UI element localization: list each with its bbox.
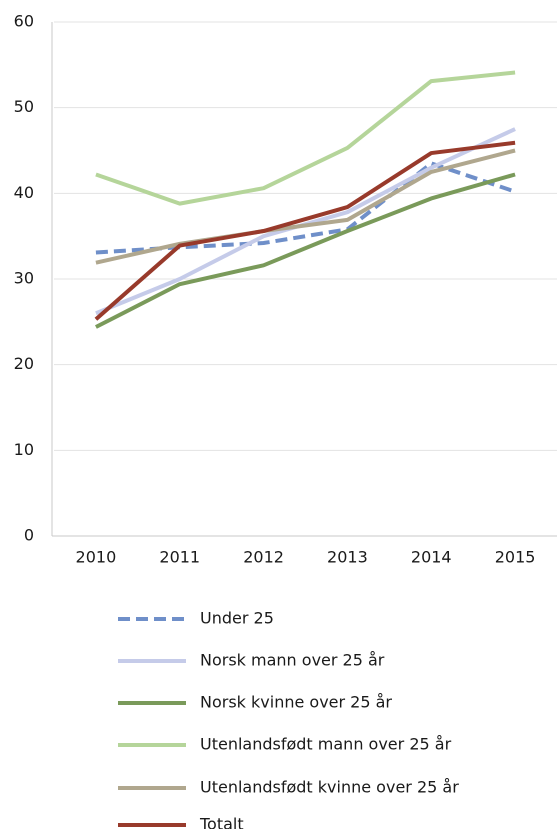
x-tick-label: 2013 [327, 548, 368, 567]
y-tick-label: 10 [14, 440, 34, 459]
x-tick-label: 2010 [76, 548, 117, 567]
x-tick-label: 2015 [495, 548, 536, 567]
x-tick-label: 2012 [243, 548, 284, 567]
legend-label: Totalt [199, 815, 244, 829]
series-line [95, 148, 516, 265]
legend-label: Norsk kvinne over 25 år [200, 693, 392, 712]
legend-label: Norsk mann over 25 år [200, 651, 385, 670]
y-tick-label: 40 [14, 183, 34, 202]
series-line [94, 140, 516, 321]
legend-label: Utenlandsfødt mann over 25 år [200, 735, 452, 754]
series-line [95, 172, 516, 329]
y-tick-label: 20 [14, 354, 34, 373]
legend-label: Utenlandsfødt kvinne over 25 år [200, 778, 459, 797]
y-tick-label: 60 [14, 12, 34, 31]
y-tick-label: 30 [14, 269, 34, 288]
x-tick-label: 2011 [159, 548, 200, 567]
y-tick-label: 50 [14, 97, 34, 116]
y-tick-label: 0 [24, 526, 34, 545]
series-line [95, 161, 516, 255]
x-tick-label: 2014 [411, 548, 452, 567]
series-line [95, 70, 516, 206]
series-line [95, 127, 516, 316]
legend-label: Under 25 [200, 609, 274, 628]
